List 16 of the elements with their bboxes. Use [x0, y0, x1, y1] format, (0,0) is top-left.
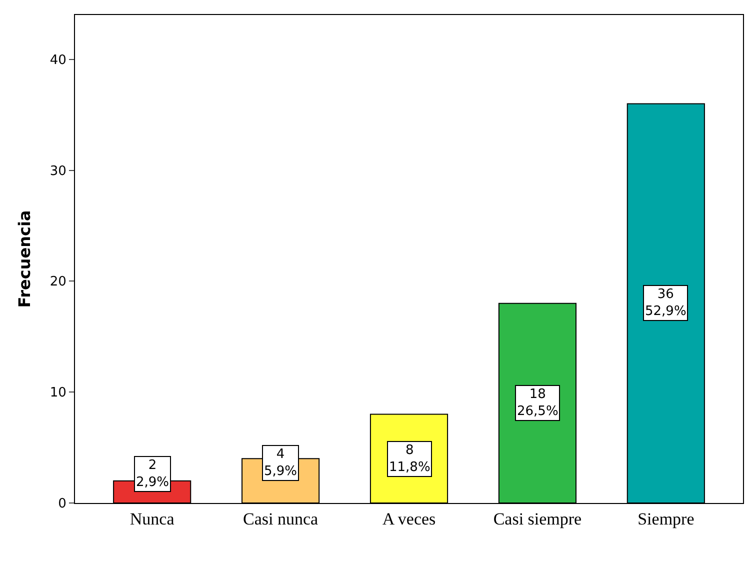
y-tick-label: 10	[50, 386, 66, 401]
x-tick-label: Casi siempre	[493, 509, 582, 528]
y-tick-label: 30	[50, 164, 66, 179]
y-tick-label: 40	[50, 52, 66, 68]
y-tick-label: 20	[50, 274, 66, 290]
data-label: 4 5,9%	[264, 447, 298, 479]
data-label: 2 2,9%	[136, 458, 170, 490]
x-tick-label: Nunca	[130, 509, 175, 528]
x-tick-label: Siempre	[638, 509, 694, 528]
x-tick-label: A veces	[382, 509, 436, 528]
y-axis-title: Frecuencia	[14, 210, 34, 308]
data-label: 36 52,9%	[645, 287, 686, 319]
data-label: 18 26,5%	[517, 387, 558, 419]
data-label: 8 11,8%	[389, 443, 430, 475]
y-tick-label: 0	[58, 496, 66, 512]
x-tick-label: Casi nunca	[243, 509, 319, 528]
